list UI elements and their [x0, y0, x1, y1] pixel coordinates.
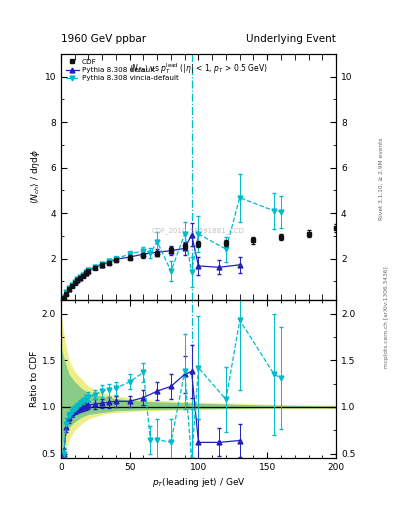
CDF	[75, 277, 80, 283]
Pythia 8.308 default	[182, 245, 187, 251]
Pythia 8.308 default	[75, 277, 80, 283]
CDF	[107, 260, 112, 266]
CDF	[127, 254, 132, 261]
CDF	[224, 240, 228, 246]
Pythia 8.308 vincia-default	[182, 231, 187, 237]
Pythia 8.308 vincia-default	[64, 289, 69, 295]
Y-axis label: $\langle N_{ch}\rangle$ / d$\eta$d$\phi$: $\langle N_{ch}\rangle$ / d$\eta$d$\phi$	[29, 149, 42, 204]
Pythia 8.308 default	[83, 270, 88, 276]
Pythia 8.308 vincia-default	[237, 195, 242, 201]
Pythia 8.308 vincia-default	[67, 285, 72, 291]
Pythia 8.308 vincia-default	[279, 209, 283, 215]
Pythia 8.308 default	[141, 251, 146, 257]
Pythia 8.308 vincia-default	[75, 276, 80, 283]
Pythia 8.308 vincia-default	[93, 264, 97, 270]
CDF	[70, 283, 74, 289]
Pythia 8.308 vincia-default	[141, 248, 146, 254]
CDF	[100, 262, 105, 268]
Line: CDF: CDF	[61, 225, 338, 301]
CDF	[72, 280, 77, 286]
CDF	[61, 295, 66, 302]
Pythia 8.308 vincia-default	[61, 294, 66, 301]
CDF	[182, 243, 187, 249]
Text: Underlying Event: Underlying Event	[246, 33, 336, 44]
Pythia 8.308 vincia-default	[189, 269, 194, 275]
Pythia 8.308 vincia-default	[169, 268, 173, 274]
Pythia 8.308 default	[81, 272, 85, 279]
Pythia 8.308 vincia-default	[114, 255, 118, 262]
CDF	[81, 273, 85, 279]
CDF	[155, 250, 160, 257]
CDF	[114, 258, 118, 264]
Pythia 8.308 vincia-default	[86, 267, 91, 273]
Pythia 8.308 vincia-default	[148, 250, 152, 256]
Pythia 8.308 vincia-default	[127, 251, 132, 257]
Pythia 8.308 vincia-default	[72, 279, 77, 285]
Pythia 8.308 default	[64, 290, 69, 296]
CDF	[78, 275, 83, 281]
Pythia 8.308 default	[93, 264, 97, 270]
Pythia 8.308 default	[237, 262, 242, 268]
Line: Pythia 8.308 default: Pythia 8.308 default	[61, 232, 242, 300]
Pythia 8.308 default	[67, 286, 72, 292]
Pythia 8.308 vincia-default	[224, 246, 228, 252]
Pythia 8.308 default	[127, 254, 132, 260]
Line: Pythia 8.308 vincia-default: Pythia 8.308 vincia-default	[61, 195, 283, 300]
Pythia 8.308 default	[61, 295, 66, 301]
CDF	[279, 234, 283, 240]
Pythia 8.308 vincia-default	[272, 208, 277, 214]
Y-axis label: Ratio to CDF: Ratio to CDF	[30, 351, 39, 407]
CDF	[86, 268, 91, 274]
Pythia 8.308 vincia-default	[196, 231, 201, 237]
Pythia 8.308 default	[70, 282, 74, 288]
Pythia 8.308 default	[217, 264, 222, 270]
Text: 1960 GeV ppbar: 1960 GeV ppbar	[61, 33, 146, 44]
Pythia 8.308 vincia-default	[100, 261, 105, 267]
Text: Rivet 3.1.10, ≥ 2.9M events: Rivet 3.1.10, ≥ 2.9M events	[379, 138, 384, 221]
Pythia 8.308 default	[189, 231, 194, 238]
Pythia 8.308 default	[114, 256, 118, 262]
Pythia 8.308 default	[169, 248, 173, 254]
Pythia 8.308 default	[155, 249, 160, 255]
Text: mcplots.cern.ch [arXiv:1306.3436]: mcplots.cern.ch [arXiv:1306.3436]	[384, 267, 389, 368]
Pythia 8.308 default	[72, 279, 77, 285]
CDF	[306, 230, 311, 237]
CDF	[169, 247, 173, 253]
Text: $\langle N_{ch}\rangle$ vs $p_T^{\rm lead}$ ($|\eta|$ < 1, $p_T$ > 0.5 GeV): $\langle N_{ch}\rangle$ vs $p_T^{\rm lea…	[129, 61, 268, 76]
Pythia 8.308 default	[196, 263, 201, 269]
Pythia 8.308 vincia-default	[81, 271, 85, 278]
CDF	[251, 238, 256, 244]
CDF	[83, 270, 88, 276]
Pythia 8.308 vincia-default	[155, 239, 160, 245]
CDF	[67, 286, 72, 292]
X-axis label: $p_T$(leading jet) / GeV: $p_T$(leading jet) / GeV	[152, 476, 245, 489]
CDF	[64, 291, 69, 297]
Pythia 8.308 vincia-default	[83, 269, 88, 275]
Pythia 8.308 default	[86, 268, 91, 274]
Pythia 8.308 vincia-default	[70, 282, 74, 288]
CDF	[93, 265, 97, 271]
Pythia 8.308 vincia-default	[107, 258, 112, 264]
Legend: CDF, Pythia 8.308 default, Pythia 8.308 vincia-default: CDF, Pythia 8.308 default, Pythia 8.308 …	[64, 57, 180, 83]
CDF	[196, 241, 201, 247]
Pythia 8.308 default	[107, 259, 112, 265]
CDF	[334, 225, 338, 231]
CDF	[141, 252, 146, 258]
Pythia 8.308 default	[100, 262, 105, 268]
Text: CDF_2010_S8591881_CCD: CDF_2010_S8591881_CCD	[152, 227, 245, 234]
Pythia 8.308 default	[78, 274, 83, 281]
Pythia 8.308 vincia-default	[78, 274, 83, 280]
